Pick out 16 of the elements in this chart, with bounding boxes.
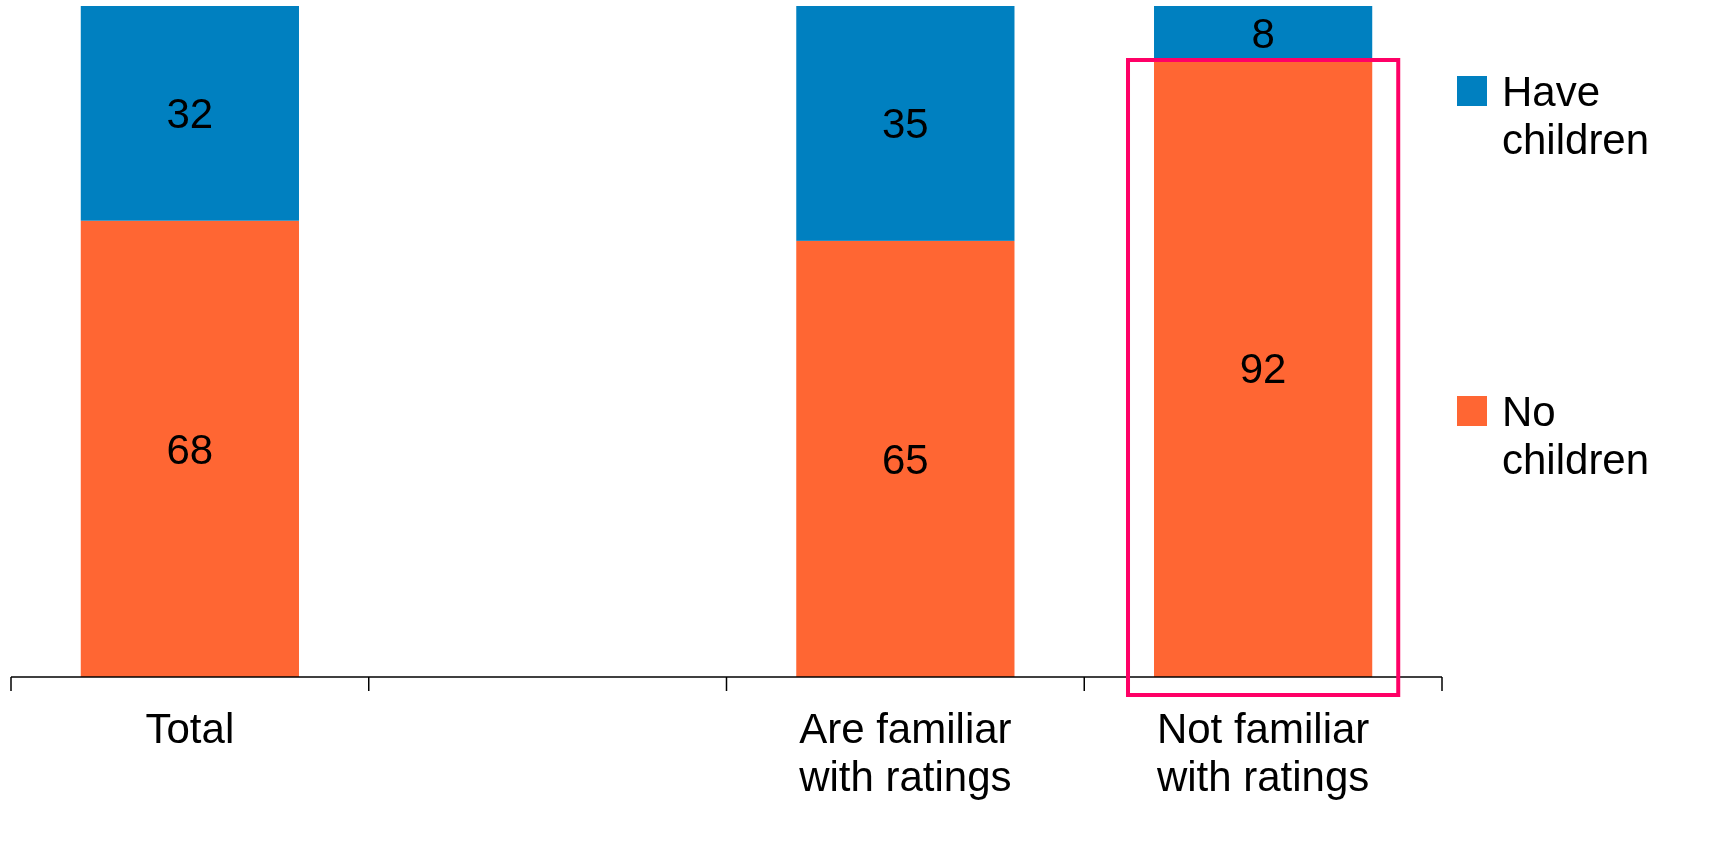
data-label: 35 [882, 100, 929, 148]
data-label: 68 [166, 425, 214, 473]
bar [796, 6, 1015, 241]
data-label: 65 [882, 435, 929, 483]
data-label: 8 [1251, 9, 1275, 57]
x-tick-label: Are familiar with ratings [798, 705, 1012, 801]
bar [796, 240, 1015, 677]
x-tick-label: Not familiar with ratings [1155, 705, 1370, 801]
bar [80, 220, 299, 677]
x-tick-label: Total [145, 705, 235, 752]
bar [1154, 6, 1373, 60]
data-label: 32 [166, 90, 214, 138]
legend-label: No children [1502, 388, 1650, 484]
legend-label: Have children [1502, 68, 1650, 164]
data-label: 92 [1239, 345, 1287, 393]
bar [80, 6, 299, 221]
